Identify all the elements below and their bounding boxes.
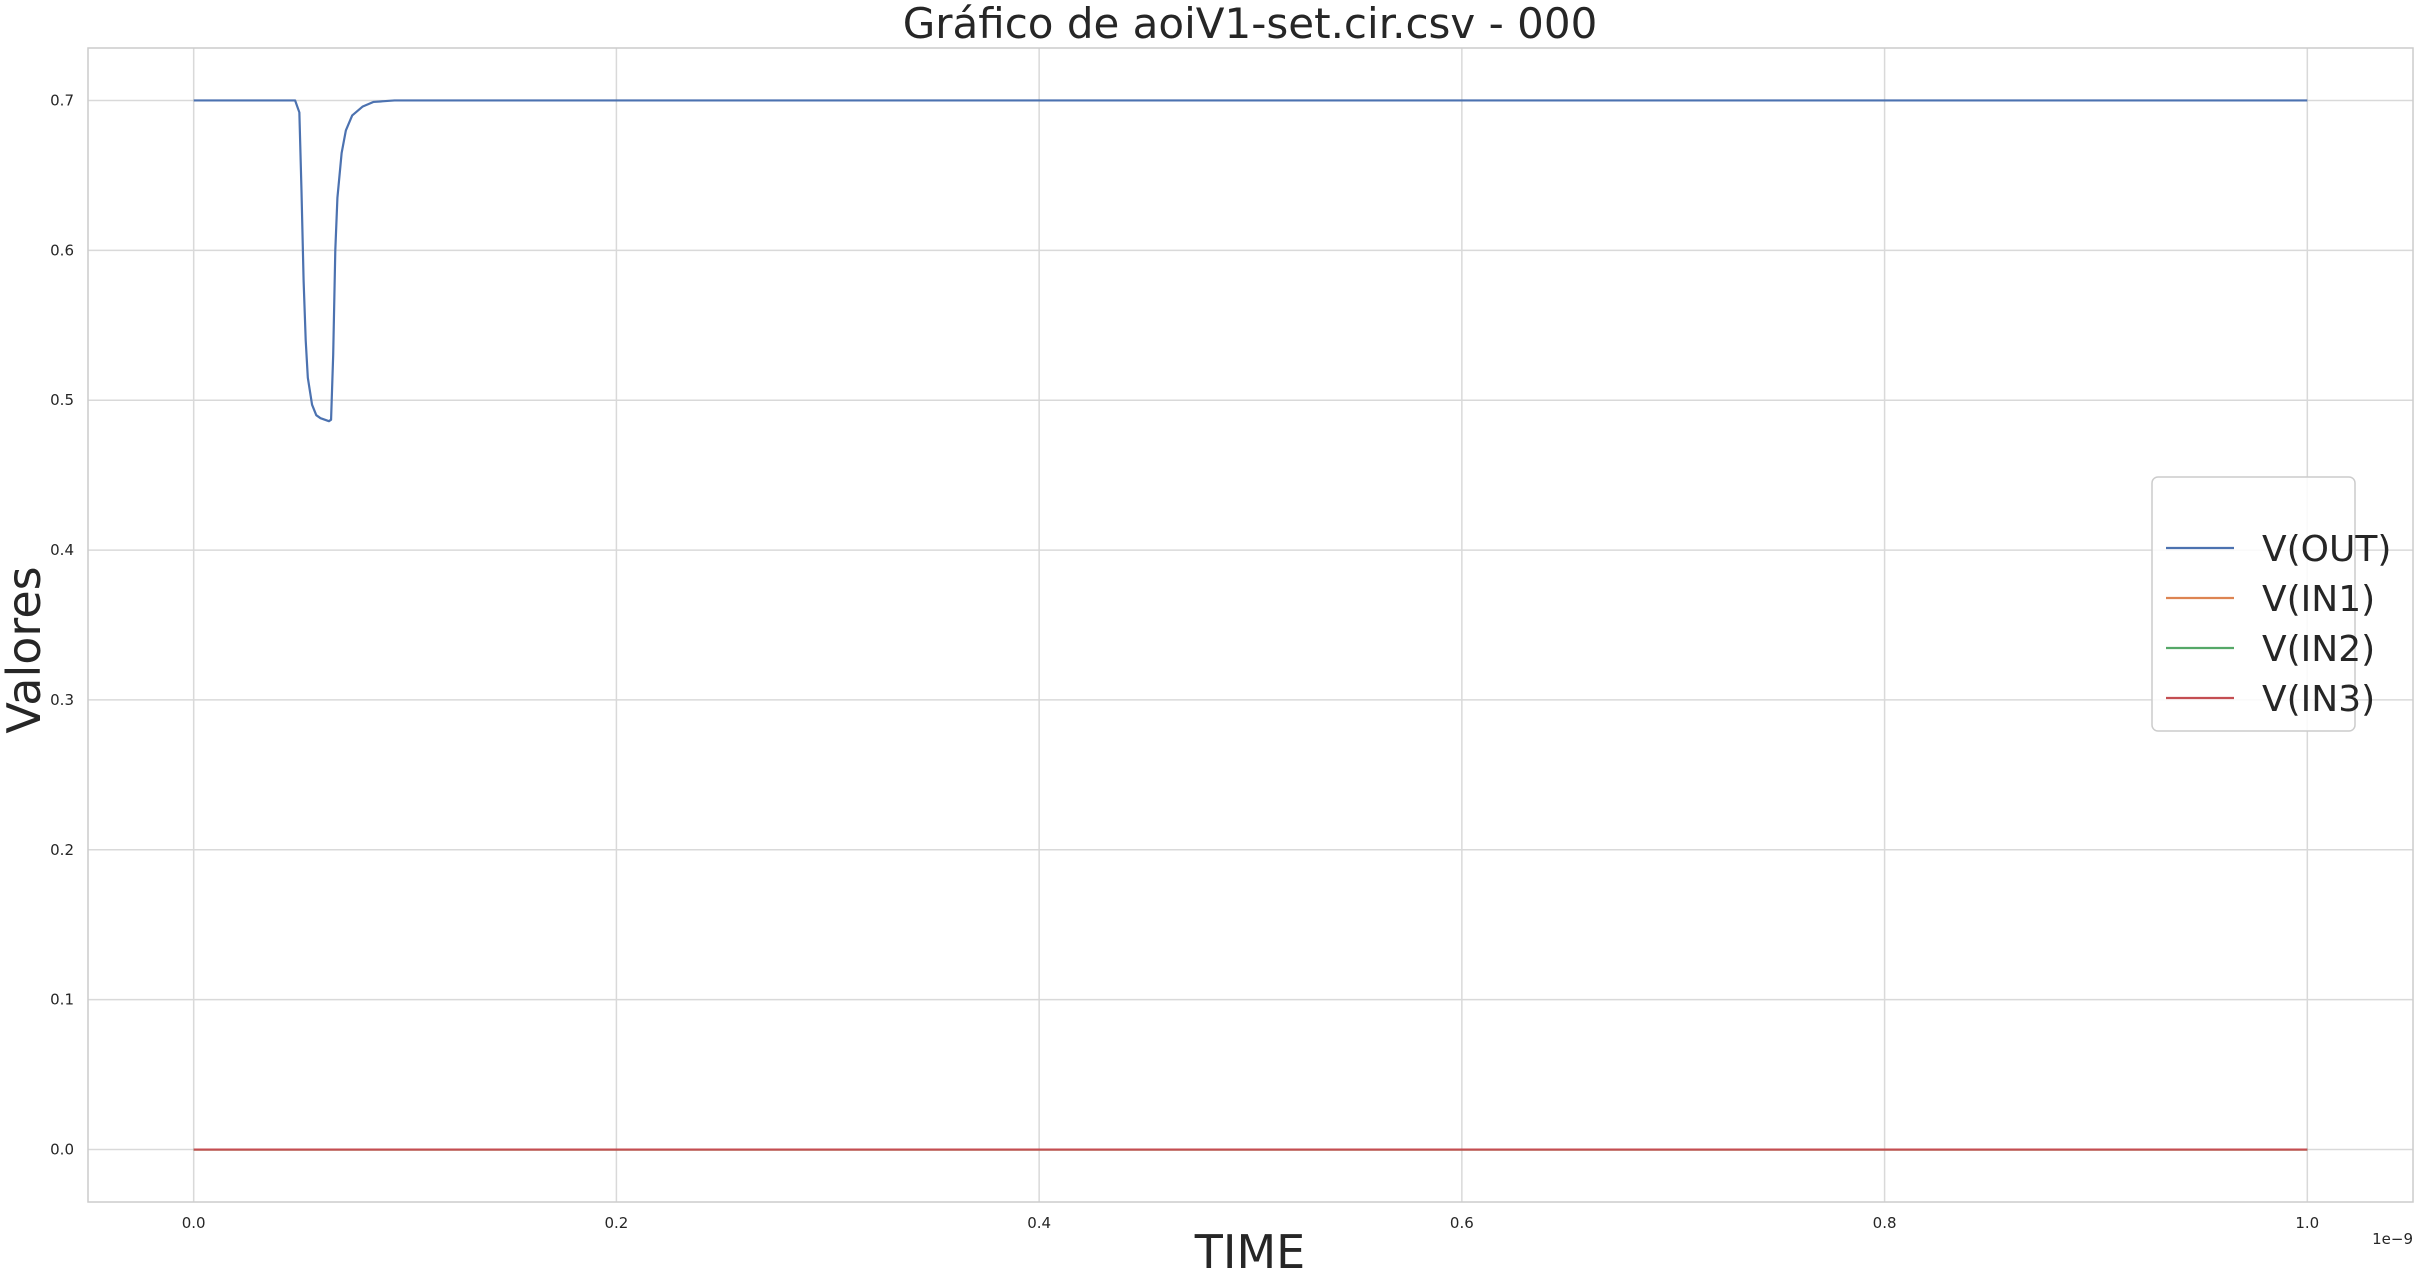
y-tick-label: 0.3: [50, 691, 74, 709]
x-tick-label: 0.2: [604, 1214, 628, 1232]
y-tick-label: 0.2: [50, 841, 74, 859]
grid: [88, 48, 2413, 1202]
tick-labels: 0.0 0.1 0.2 0.3 0.4 0.5 0.6 0.7 0.0 0.2 0.4 0.6 0.8 1…: [50, 91, 2319, 1232]
legend: V(OUT) V(IN1) V(IN2) V(IN3): [2151, 476, 2391, 732]
series-lines: [193, 99, 2308, 1151]
y-tick-label: 0.4: [50, 541, 74, 559]
chart-title: Gráfico de aoiV1-set.cir.csv - 000: [903, 0, 1598, 48]
y-tick-label: 0.5: [50, 391, 74, 409]
y-tick-label: 0.1: [50, 991, 74, 1009]
x-tick-label: 0.6: [1450, 1214, 1474, 1232]
x-axis-label: TIME: [1194, 1225, 1305, 1279]
plot-frame: [87, 47, 2414, 1203]
legend-label: V(OUT): [2262, 529, 2391, 570]
x-tick-label: 1.0: [2295, 1214, 2319, 1232]
legend-label: V(IN1): [2262, 579, 2375, 620]
legend-label: V(IN3): [2262, 679, 2375, 720]
y-axis-label: Valores: [0, 566, 51, 733]
legend-label: V(IN2): [2262, 629, 2375, 670]
x-tick-label: 0.8: [1873, 1214, 1897, 1232]
y-tick-label: 0.6: [50, 241, 74, 259]
series-line-v-out: [193, 99, 2308, 423]
x-axis-offset-label: 1e−9: [2372, 1230, 2413, 1248]
y-tick-label: 0.7: [50, 91, 74, 109]
legend-box: [2151, 476, 2356, 732]
x-tick-label: 0.0: [182, 1214, 206, 1232]
x-tick-label: 0.4: [1027, 1214, 1051, 1232]
y-tick-label: 0.0: [50, 1141, 74, 1159]
